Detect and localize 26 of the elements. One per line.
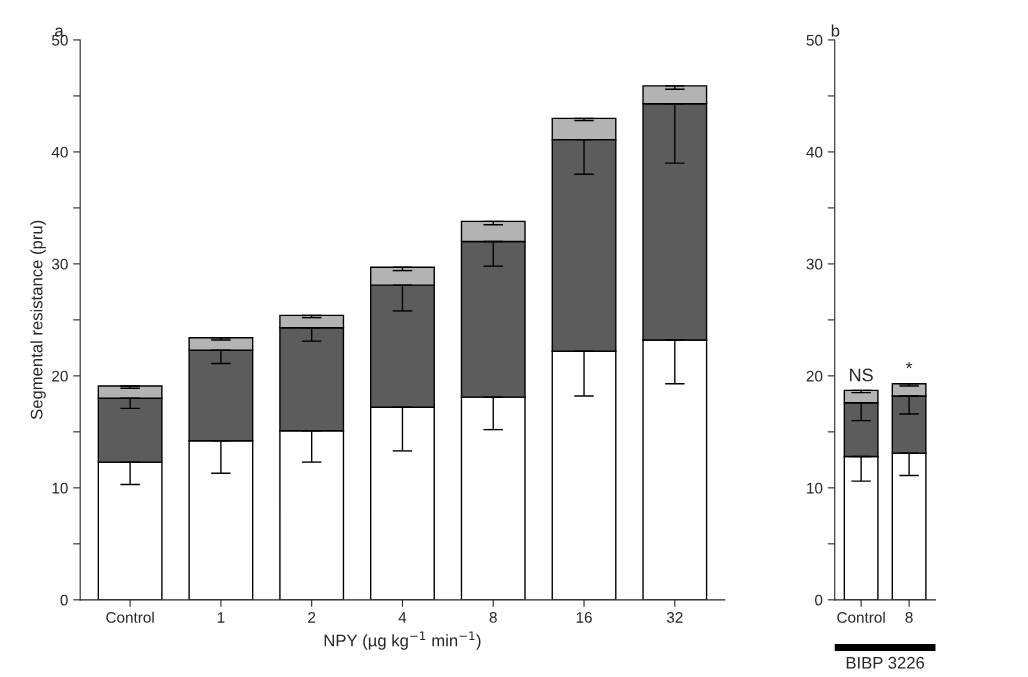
chart-title: b bbox=[831, 24, 840, 37]
x-tick-label: 1 bbox=[217, 612, 225, 623]
x-tick-label: 16 bbox=[576, 612, 592, 623]
y-tick-label: 10 bbox=[52, 482, 68, 494]
y-tick-label: 20 bbox=[52, 370, 68, 382]
x-tick-label: Control bbox=[106, 611, 154, 623]
x-tick-label: 8 bbox=[489, 612, 497, 623]
x-axis-title: BIBP 3226 bbox=[846, 656, 925, 669]
y-tick-label: 40 bbox=[51, 146, 68, 158]
y-tick-label: 20 bbox=[806, 370, 823, 382]
y-tick-label: 50 bbox=[806, 34, 823, 46]
x-axis-title: NPY (µg kg$^{−1}$ min$^{−1}$) bbox=[324, 631, 481, 650]
y-tick-label: 0 bbox=[815, 594, 823, 606]
x-tick-label: 2 bbox=[308, 612, 316, 623]
x-tick-label: Control bbox=[837, 611, 885, 623]
y-tick-label: 30 bbox=[51, 258, 68, 270]
x-tick-label: 4 bbox=[398, 612, 407, 623]
x-tick-label: 32 bbox=[666, 612, 683, 623]
y-tick-label: 10 bbox=[807, 482, 823, 494]
y-axis-title: Segmental resistance (pru) bbox=[30, 220, 46, 420]
y-tick-label: 40 bbox=[806, 146, 823, 158]
annotation: NS bbox=[850, 368, 873, 382]
annotation: * bbox=[905, 361, 913, 369]
y-tick-label: 30 bbox=[806, 258, 823, 270]
y-tick-label: 0 bbox=[60, 594, 68, 606]
x-tick-label: 8 bbox=[905, 612, 913, 623]
